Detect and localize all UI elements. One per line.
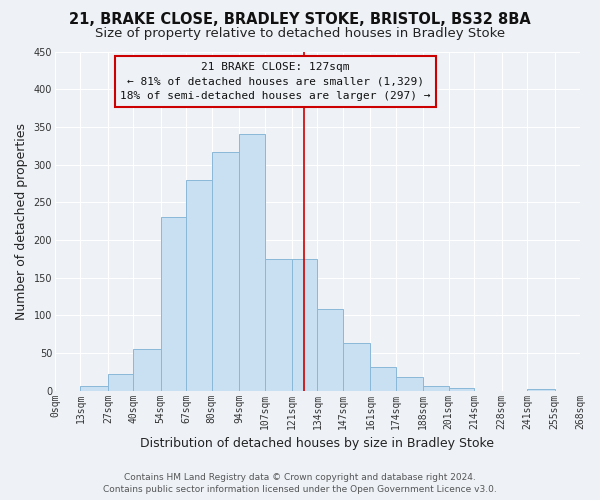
- Text: Size of property relative to detached houses in Bradley Stoke: Size of property relative to detached ho…: [95, 28, 505, 40]
- Bar: [186, 180, 212, 390]
- Text: Contains HM Land Registry data © Crown copyright and database right 2024.
Contai: Contains HM Land Registry data © Crown c…: [103, 472, 497, 494]
- Bar: [396, 377, 423, 390]
- Bar: [370, 366, 396, 390]
- Bar: [265, 259, 292, 390]
- Bar: [239, 134, 265, 390]
- Bar: [108, 374, 133, 390]
- Y-axis label: Number of detached properties: Number of detached properties: [15, 122, 28, 320]
- Bar: [527, 389, 554, 390]
- Bar: [317, 309, 343, 390]
- Bar: [133, 349, 161, 391]
- X-axis label: Distribution of detached houses by size in Bradley Stoke: Distribution of detached houses by size …: [140, 437, 494, 450]
- Bar: [343, 343, 370, 390]
- Bar: [292, 259, 317, 390]
- Bar: [423, 386, 449, 390]
- Bar: [161, 218, 186, 390]
- Text: 21 BRAKE CLOSE: 127sqm
← 81% of detached houses are smaller (1,329)
18% of semi-: 21 BRAKE CLOSE: 127sqm ← 81% of detached…: [120, 62, 431, 102]
- Bar: [80, 386, 108, 390]
- Text: 21, BRAKE CLOSE, BRADLEY STOKE, BRISTOL, BS32 8BA: 21, BRAKE CLOSE, BRADLEY STOKE, BRISTOL,…: [69, 12, 531, 28]
- Bar: [449, 388, 474, 390]
- Bar: [212, 152, 239, 390]
